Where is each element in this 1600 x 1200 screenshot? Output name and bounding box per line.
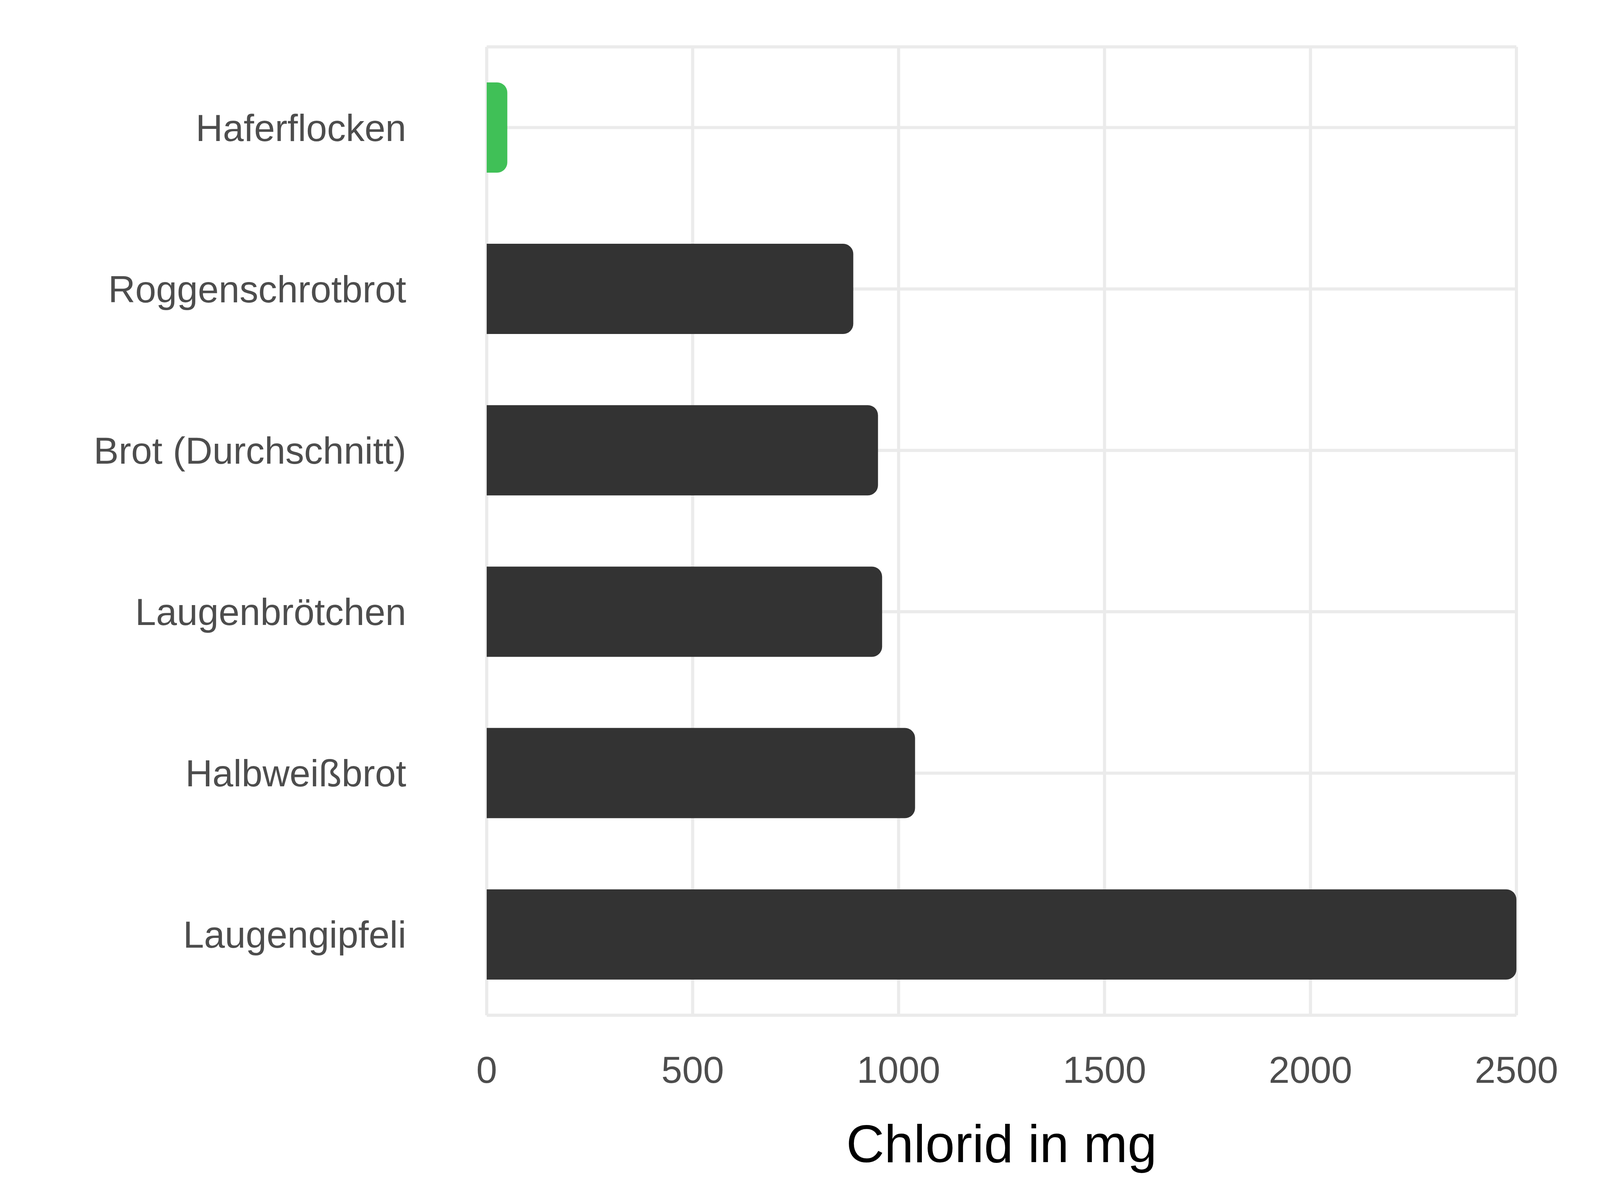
svg-text:Brot (Durchschnitt): Brot (Durchschnitt): [93, 429, 407, 472]
svg-text:1000: 1000: [857, 1048, 941, 1091]
svg-text:Laugenbrötchen: Laugenbrötchen: [135, 591, 407, 633]
svg-text:2000: 2000: [1268, 1048, 1353, 1091]
svg-text:0: 0: [476, 1048, 497, 1091]
svg-text:Laugengipfeli: Laugengipfeli: [183, 913, 407, 956]
svg-text:Chlorid in mg: Chlorid in mg: [846, 1114, 1157, 1174]
svg-text:500: 500: [661, 1048, 724, 1091]
svg-text:2500: 2500: [1474, 1048, 1559, 1091]
svg-text:Halbweißbrot: Halbweißbrot: [185, 752, 407, 795]
svg-text:Roggenschrotbrot: Roggenschrotbrot: [108, 268, 407, 311]
svg-text:Haferflocken: Haferflocken: [195, 107, 407, 149]
svg-text:1500: 1500: [1062, 1048, 1147, 1091]
